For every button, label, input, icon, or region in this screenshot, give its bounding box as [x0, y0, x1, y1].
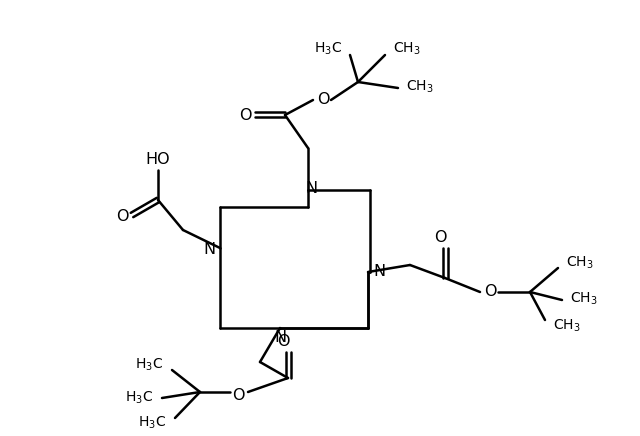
Text: CH$_3$: CH$_3$ — [553, 318, 580, 334]
Text: H$_3$C: H$_3$C — [135, 357, 163, 373]
Text: O: O — [317, 92, 329, 106]
Text: O: O — [239, 108, 252, 123]
Text: O: O — [484, 285, 496, 300]
Text: O: O — [276, 334, 289, 350]
Text: CH$_3$: CH$_3$ — [406, 79, 434, 95]
Text: CH$_3$: CH$_3$ — [393, 41, 420, 57]
Text: O: O — [434, 231, 446, 245]
Text: H$_3$C: H$_3$C — [138, 415, 166, 431]
Text: HO: HO — [146, 151, 170, 167]
Text: O: O — [116, 210, 128, 225]
Text: H$_3$C: H$_3$C — [125, 390, 153, 406]
Text: N: N — [203, 242, 215, 256]
Text: CH$_3$: CH$_3$ — [566, 255, 594, 271]
Text: H$_3$C: H$_3$C — [314, 41, 342, 57]
Text: N: N — [274, 330, 286, 345]
Text: N: N — [305, 181, 317, 197]
Text: O: O — [232, 388, 244, 402]
Text: CH$_3$: CH$_3$ — [570, 291, 598, 307]
Text: N: N — [373, 265, 385, 279]
